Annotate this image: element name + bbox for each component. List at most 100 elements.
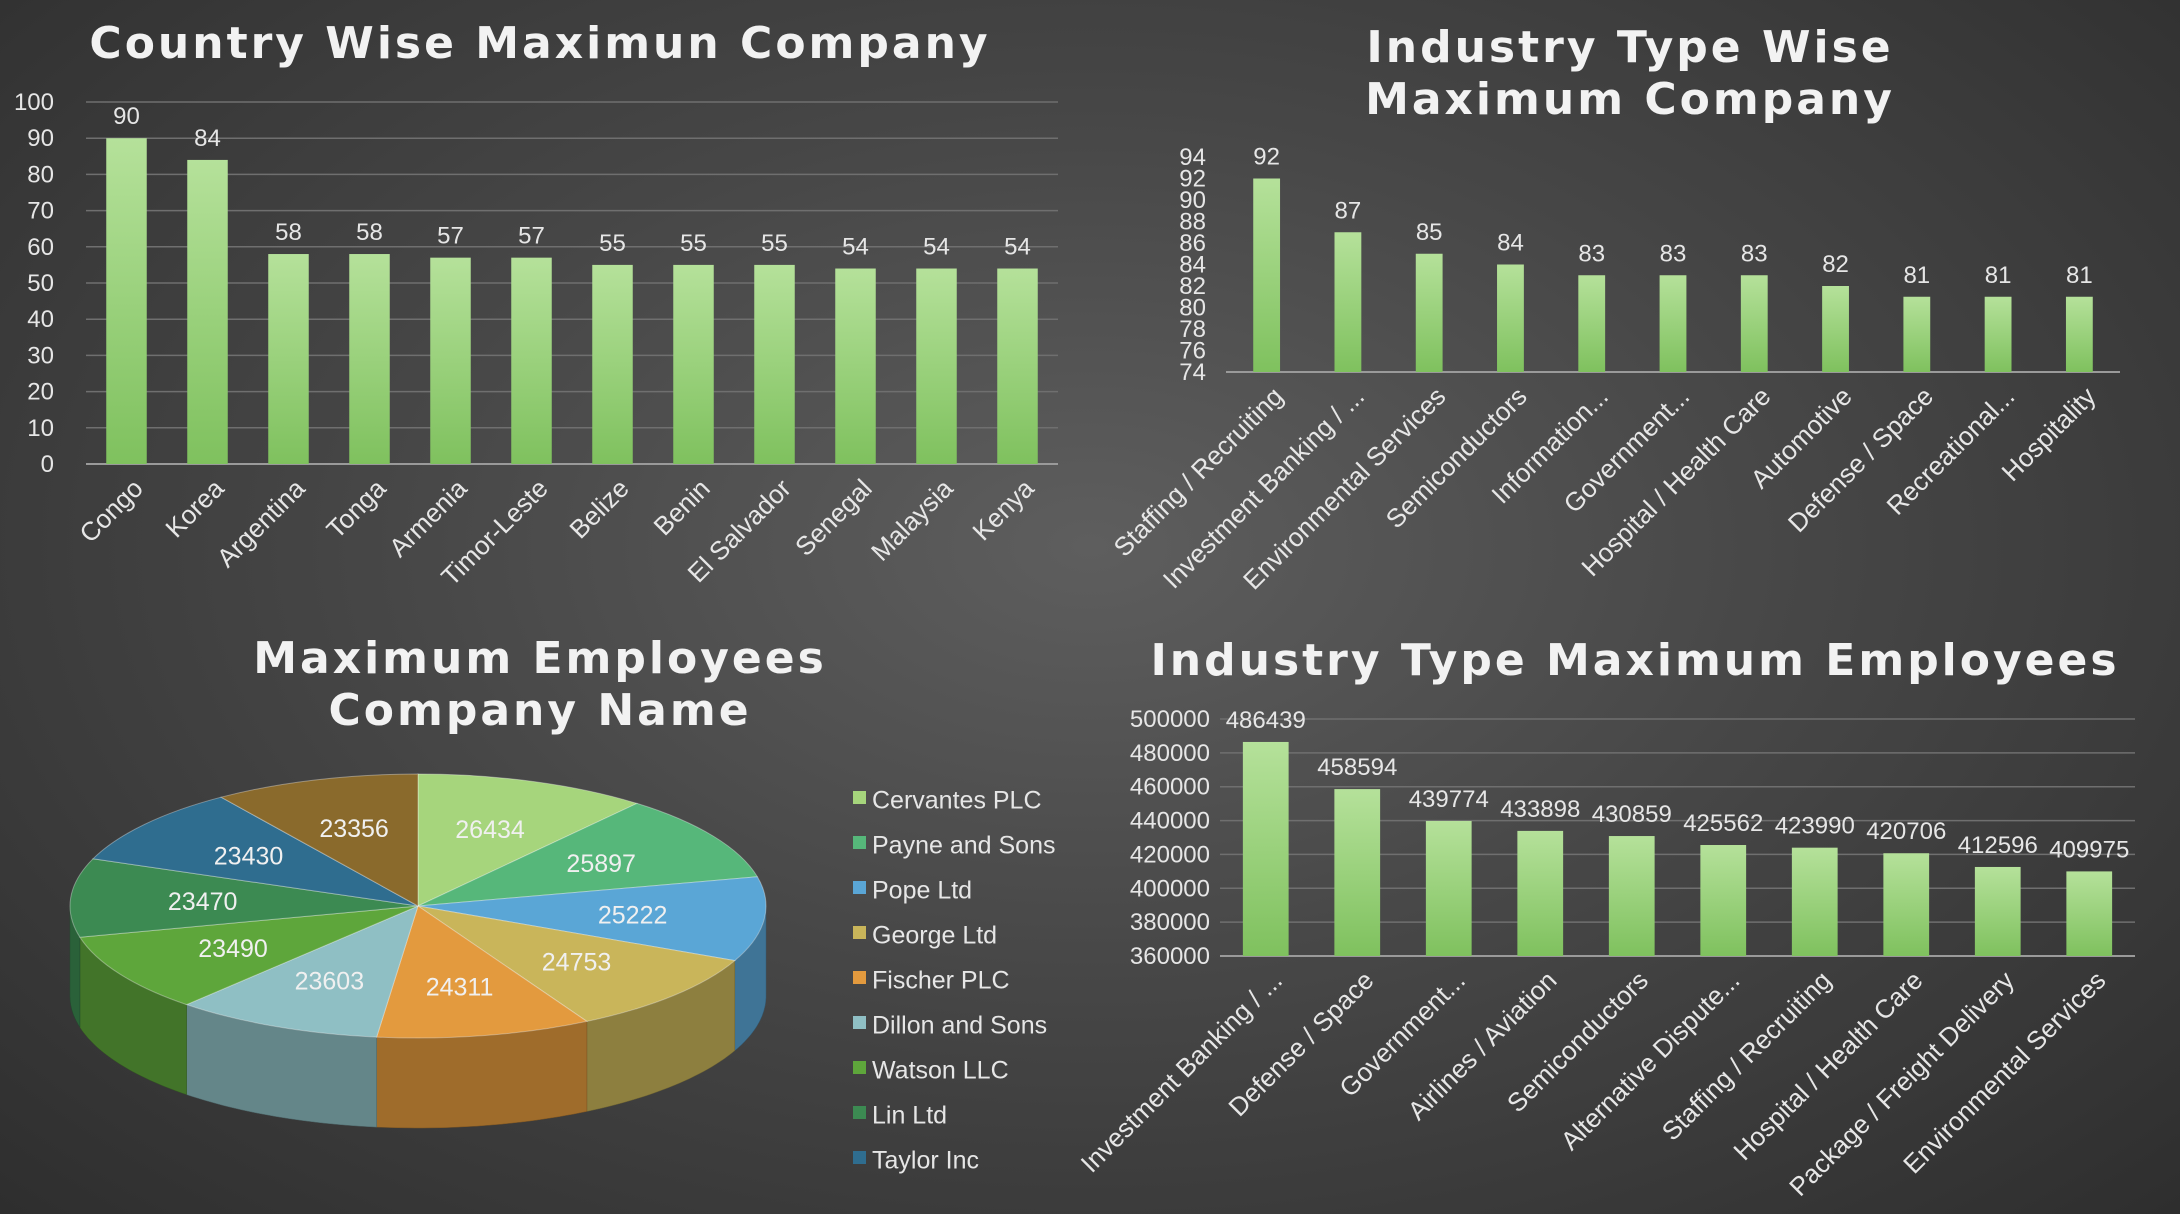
data-label: 84 <box>1497 230 1524 257</box>
legend-label: Taylor Inc <box>872 1147 979 1175</box>
bar <box>2066 871 2113 956</box>
bar <box>1415 253 1443 372</box>
bar <box>1740 275 1768 372</box>
bar <box>673 264 714 464</box>
pie-slice <box>185 905 419 1038</box>
data-label: 433898 <box>1500 796 1580 823</box>
y-tick-label: 82 <box>1179 273 1206 300</box>
bar <box>430 257 471 464</box>
y-tick-label: 40 <box>27 306 54 333</box>
data-label: 85 <box>1416 219 1443 246</box>
pie-data-label: 24311 <box>426 973 494 1001</box>
bar <box>268 254 309 464</box>
data-label: 58 <box>275 219 302 246</box>
bar <box>754 264 795 464</box>
pie-slice <box>417 773 639 907</box>
pie-sides <box>69 906 767 1129</box>
data-label: 81 <box>2066 262 2093 289</box>
y-tick-label: 74 <box>1179 359 1206 386</box>
y-tick-label: 78 <box>1179 316 1206 343</box>
bar <box>1659 275 1687 372</box>
data-label: 83 <box>1741 240 1768 267</box>
chart-title-industry-employees: Industry Type Maximum Employees <box>1150 635 2120 686</box>
data-label: 420706 <box>1866 818 1946 845</box>
legend-label: Lin Ltd <box>872 1102 947 1130</box>
bar <box>1608 836 1655 956</box>
y-tick-label: 60 <box>27 234 54 261</box>
bar <box>1334 232 1362 372</box>
bar <box>349 254 390 464</box>
y-tick-label: 80 <box>1179 295 1206 322</box>
data-label: 55 <box>599 230 626 257</box>
y-tick-label: 92 <box>1179 166 1206 193</box>
y-tick-label: 94 <box>1179 144 1206 171</box>
legend-label: Dillon and Sons <box>872 1012 1047 1040</box>
bar <box>187 159 228 465</box>
legend-swatch <box>853 971 866 984</box>
bar <box>1700 845 1747 956</box>
bar <box>592 264 633 464</box>
legend-label: Watson LLC <box>872 1057 1009 1085</box>
chart-title-employees-pie: Maximum Employees Company Name <box>253 633 827 736</box>
y-tick-label: 90 <box>1179 187 1206 214</box>
pie-slice <box>417 876 767 962</box>
pie-data-label: 26434 <box>455 816 525 844</box>
data-label: 55 <box>761 230 788 257</box>
data-label: 57 <box>437 223 464 250</box>
data-label: 82 <box>1822 251 1849 278</box>
pie-data-label: 23356 <box>319 815 389 843</box>
pie-data-label: 24753 <box>542 949 612 977</box>
y-tick-label: 90 <box>27 125 54 152</box>
y-tick-label: 70 <box>27 198 54 225</box>
data-label: 81 <box>1985 262 2012 289</box>
y-tick-label: 80 <box>27 161 54 188</box>
legend-swatch <box>853 836 866 849</box>
bar <box>1974 866 2021 956</box>
y-tick-label: 30 <box>27 342 54 369</box>
bar <box>1883 853 1930 956</box>
bar <box>1791 847 1838 956</box>
data-label: 458594 <box>1317 754 1397 781</box>
pie-top <box>69 773 767 1039</box>
y-tick-label: 10 <box>27 415 54 442</box>
bar <box>1517 830 1564 956</box>
bar <box>997 268 1038 464</box>
y-tick-label: 88 <box>1179 209 1206 236</box>
y-tick-label: 460000 <box>1130 774 1210 801</box>
legend-swatch <box>853 1061 866 1074</box>
legend-label: Cervantes PLC <box>872 787 1042 815</box>
bar <box>106 138 147 464</box>
y-tick-label: 480000 <box>1130 740 1210 767</box>
y-tick-label: 380000 <box>1130 909 1210 936</box>
chart-title-country: Country Wise Maximun Company <box>89 18 991 69</box>
bar <box>1242 741 1289 956</box>
legend-swatch <box>853 791 866 804</box>
legend-label: Payne and Sons <box>872 832 1055 860</box>
bar <box>2065 296 2093 372</box>
pie-data-label: 23490 <box>198 935 268 963</box>
legend-swatch <box>853 1106 866 1119</box>
pie-slice <box>79 905 419 1006</box>
data-label: 423990 <box>1775 813 1855 840</box>
legend-swatch <box>853 881 866 894</box>
bar <box>1578 275 1606 372</box>
y-tick-label: 100 <box>14 89 54 116</box>
data-label: 92 <box>1253 144 1280 171</box>
data-label: 54 <box>842 234 869 261</box>
data-label: 412596 <box>1958 832 2038 859</box>
data-label: 409975 <box>2049 836 2129 863</box>
legend-label: Pope Ltd <box>872 877 972 905</box>
legend-label: George Ltd <box>872 922 997 950</box>
pie-slice <box>375 905 589 1039</box>
y-tick-label: 84 <box>1179 252 1206 279</box>
bar <box>1253 178 1281 372</box>
bar <box>1497 264 1524 372</box>
data-label: 486439 <box>1226 707 1306 734</box>
bar <box>1334 789 1381 956</box>
pie-slice-side <box>69 906 81 1029</box>
pie-legend: Cervantes PLC Payne and Sons Pope Ltd Georg… <box>853 787 1055 1175</box>
legend-label: Fischer PLC <box>872 967 1010 995</box>
